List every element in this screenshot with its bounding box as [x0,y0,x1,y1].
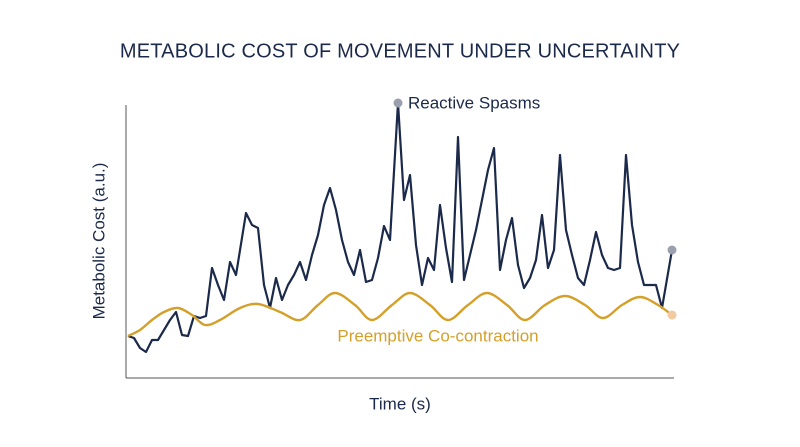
series-line [127,291,673,338]
y-axis-label: Metabolic Cost (a.u.) [89,163,108,320]
end-marker [667,245,677,255]
end-marker [667,310,677,320]
series-label: Reactive Spasms [408,93,540,112]
peak-marker [393,98,403,108]
x-axis-label: Time (s) [369,394,431,413]
series-line [127,101,674,354]
series-label: Preemptive Co-contraction [337,326,538,345]
chart-title: METABOLIC COST OF MOVEMENT UNDER UNCERTA… [120,40,680,62]
